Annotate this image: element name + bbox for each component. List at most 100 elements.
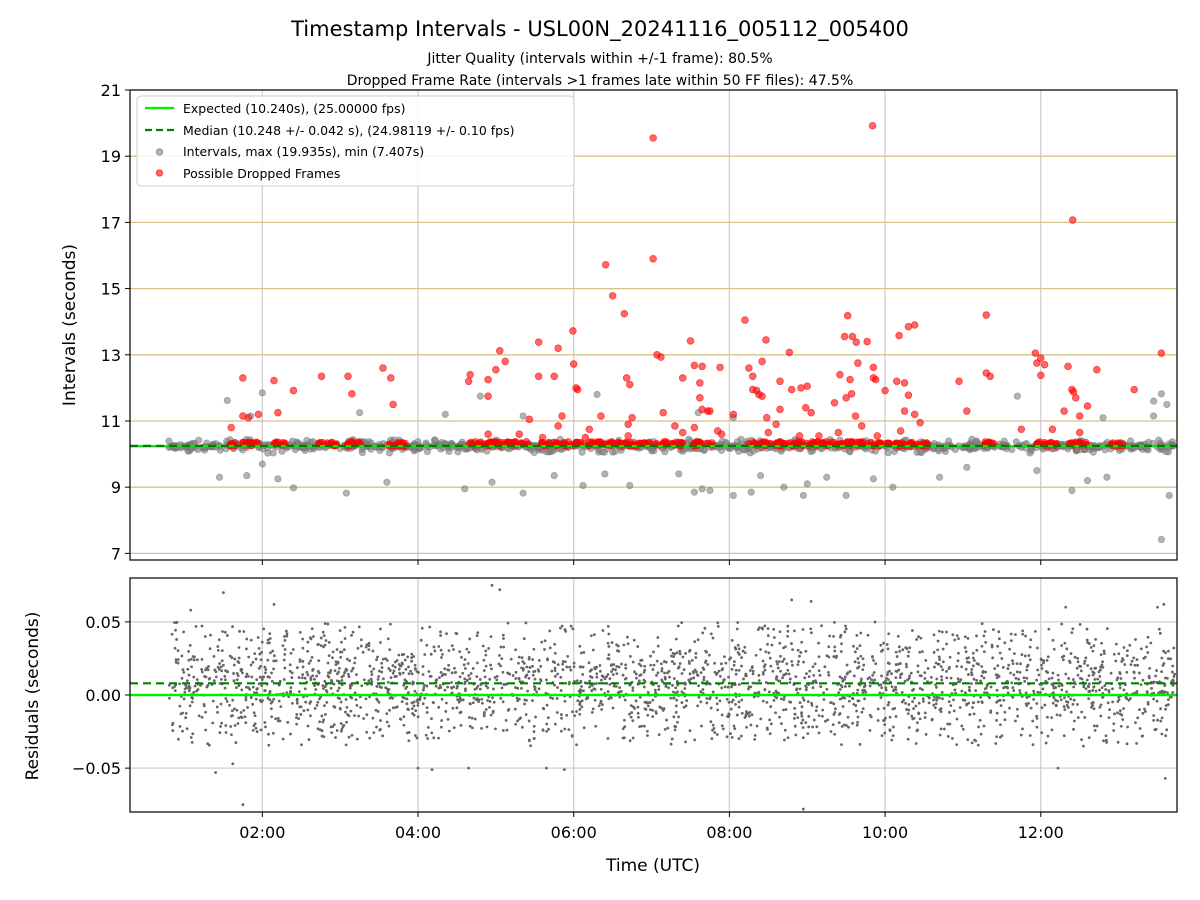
residual-point	[666, 671, 669, 675]
residual-point	[736, 651, 740, 654]
residual-point	[690, 658, 694, 662]
residual-point	[737, 668, 741, 672]
legend-dropped-marker	[155, 169, 164, 177]
residual-point	[1071, 627, 1075, 631]
residual-point	[453, 666, 456, 670]
residual-point	[790, 598, 794, 602]
residual-point	[575, 679, 579, 683]
interval-point	[215, 473, 224, 481]
residual-point	[1102, 652, 1106, 655]
chart-title: Timestamp Intervals - USL00N_20241116_00…	[290, 17, 909, 42]
residual-point	[607, 657, 611, 661]
residual-point	[214, 670, 218, 674]
residual-point	[1052, 647, 1056, 651]
residual-point	[821, 708, 825, 712]
residual-point	[730, 685, 733, 689]
residual-point	[202, 704, 206, 708]
residual-point	[704, 661, 707, 664]
residual-point	[260, 678, 264, 682]
residual-point	[857, 699, 861, 703]
residual-point	[753, 733, 757, 737]
residual-point	[461, 698, 465, 702]
residual-point	[327, 654, 331, 658]
residual-point	[208, 676, 212, 680]
residual-point	[340, 640, 343, 644]
residual-point	[892, 725, 895, 729]
residual-point	[764, 650, 768, 654]
residual-point	[315, 704, 319, 707]
residual-point	[260, 651, 264, 654]
residual-point	[1098, 688, 1101, 692]
residual-point	[521, 667, 525, 671]
residual-point	[170, 723, 174, 727]
residual-point	[657, 684, 661, 688]
residual-point	[968, 689, 972, 693]
residual-point	[1078, 676, 1082, 680]
residual-point	[371, 716, 375, 720]
residual-point	[323, 685, 327, 689]
residual-point	[303, 687, 307, 691]
residual-point	[469, 672, 473, 675]
residual-point	[488, 677, 492, 681]
residual-point	[623, 677, 627, 681]
dropped-frame-point	[717, 430, 726, 439]
residual-point	[1070, 631, 1074, 635]
residual-point	[744, 713, 748, 716]
residual-point	[1006, 691, 1010, 695]
residual-point	[1163, 776, 1167, 780]
residual-point	[444, 701, 448, 705]
residual-point	[562, 768, 566, 771]
residual-point	[786, 629, 790, 633]
residual-point	[389, 622, 392, 626]
residual-point	[1092, 644, 1096, 648]
residual-point	[368, 695, 371, 699]
residual-point	[483, 675, 487, 679]
residual-point	[223, 678, 227, 682]
residual-point	[222, 663, 225, 667]
residual-point	[984, 686, 988, 690]
residual-point	[405, 697, 409, 701]
residual-point	[309, 637, 313, 641]
residual-point	[495, 678, 499, 682]
residual-point	[255, 691, 259, 695]
residual-point	[526, 689, 530, 693]
residual-point	[976, 743, 980, 747]
residual-point	[868, 728, 872, 732]
residual-point	[676, 690, 679, 694]
residual-point	[794, 675, 798, 679]
residual-point	[323, 704, 326, 708]
residual-point	[598, 669, 602, 673]
residual-point	[898, 676, 902, 679]
residual-point	[1080, 738, 1084, 741]
residual-point	[1141, 711, 1145, 715]
residual-point	[391, 671, 395, 675]
residual-point	[504, 719, 508, 722]
residual-point	[514, 686, 517, 689]
residual-point	[268, 632, 272, 636]
residual-point	[870, 678, 873, 682]
residual-point	[323, 622, 327, 625]
dropped-frame-point	[1075, 412, 1084, 420]
residual-point	[439, 630, 442, 634]
residual-point	[668, 675, 671, 679]
dropped-frame-point	[484, 430, 492, 439]
residual-point	[721, 667, 724, 671]
residual-point	[335, 648, 339, 651]
residual-point	[1160, 716, 1164, 720]
residual-point	[672, 696, 675, 700]
residual-point	[430, 768, 434, 771]
residual-point	[848, 684, 851, 688]
residual-point	[517, 661, 520, 665]
residual-point	[501, 700, 505, 704]
residual-point	[403, 658, 407, 662]
residual-point	[730, 638, 734, 642]
residual-point	[670, 737, 674, 741]
top-y-tick-label: 9	[111, 478, 121, 497]
residual-point	[224, 669, 228, 673]
residual-point	[412, 655, 416, 658]
residual-point	[413, 734, 417, 737]
residual-point	[447, 729, 451, 733]
residual-point	[1058, 713, 1062, 717]
residual-point	[791, 663, 794, 667]
residual-point	[886, 703, 890, 707]
